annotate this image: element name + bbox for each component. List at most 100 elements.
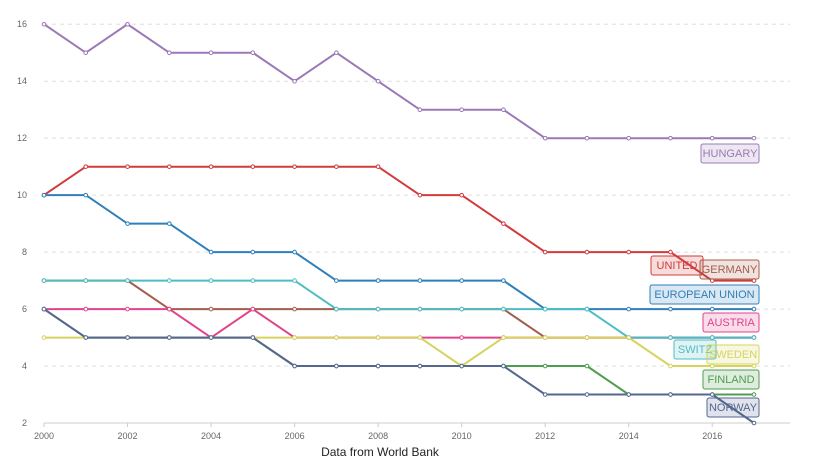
data-point-united-kingdom <box>334 164 339 169</box>
data-point-sweden <box>751 363 757 369</box>
data-point-norway <box>626 392 632 397</box>
data-point-norway <box>668 392 673 397</box>
x-tick-label-2016: 2016 <box>702 431 722 441</box>
data-point-sweden <box>542 335 548 340</box>
data-point-switzerland <box>166 278 172 283</box>
data-point-hungary <box>501 107 506 112</box>
data-point-european-union <box>41 192 47 198</box>
data-point-switzerland <box>375 306 381 312</box>
data-point-germany <box>292 306 297 312</box>
data-point-united-kingdom <box>668 249 673 255</box>
data-point-norway <box>125 335 130 340</box>
data-point-germany <box>208 306 214 312</box>
end-label-austria: AUSTRIA <box>702 312 760 333</box>
data-point-european-union <box>417 278 423 283</box>
data-point-hungary <box>751 135 757 141</box>
end-label-text-european-union: EUROPEAN UNION <box>654 289 754 301</box>
data-point-european-union <box>501 278 506 283</box>
data-point-hungary <box>417 107 423 112</box>
data-point-united-kingdom <box>375 164 381 169</box>
series-line-switzerland <box>44 279 754 339</box>
end-label-norway: NORWAY <box>706 397 760 418</box>
data-point-switzerland <box>709 335 715 340</box>
chart-caption: Data from World Bank <box>321 445 440 459</box>
series-line-norway <box>43 308 755 424</box>
data-point-sweden <box>584 335 590 340</box>
data-point-switzerland <box>751 335 757 340</box>
x-tick-label-2004: 2004 <box>201 431 221 441</box>
data-point-european-union <box>459 278 464 283</box>
end-label-european-union: EUROPEAN UNION <box>649 284 760 305</box>
data-point-european-union <box>626 306 632 312</box>
end-label-text-norway: NORWAY <box>709 402 758 414</box>
y-tick-label-4: 4 <box>22 361 27 371</box>
end-label-box-finland <box>702 369 760 390</box>
series-line-finland <box>43 308 754 396</box>
data-point-hungary <box>459 107 464 112</box>
data-point-united-kingdom <box>250 164 256 169</box>
data-point-norway <box>41 306 47 312</box>
data-point-norway <box>292 363 297 369</box>
data-point-hungary <box>709 135 715 141</box>
data-point-hungary <box>250 50 256 56</box>
data-point-austria <box>459 335 464 340</box>
end-label-hungary: HUNGARY <box>700 143 760 164</box>
data-point-switzerland <box>584 306 590 312</box>
data-point-european-union <box>125 221 130 226</box>
data-point-switzerland <box>334 306 339 312</box>
data-point-hungary <box>668 135 673 141</box>
data-point-european-union <box>83 192 89 198</box>
series-layer <box>41 21 757 426</box>
data-point-european-union <box>334 278 339 283</box>
data-point-united-kingdom <box>501 221 506 226</box>
data-point-switzerland <box>668 335 673 340</box>
data-point-norway <box>250 335 256 340</box>
end-label-text-austria: AUSTRIA <box>707 317 755 329</box>
data-point-united-kingdom <box>417 192 423 198</box>
data-point-united-kingdom <box>166 164 172 169</box>
data-point-sweden <box>292 335 297 340</box>
data-point-austria <box>83 306 89 312</box>
label-layer: HUNGARY UNITED GERMANY EUROPEAN UNION AUSTRI… <box>649 143 760 418</box>
end-label-text-germany: GERMANY <box>702 264 758 276</box>
data-point-norway <box>542 392 548 397</box>
data-point-hungary <box>208 50 214 56</box>
x-tick-label-2010: 2010 <box>452 431 472 441</box>
x-tick-label-2008: 2008 <box>368 431 388 441</box>
data-point-switzerland <box>417 306 423 312</box>
y-tick-label-16: 16 <box>17 19 27 29</box>
data-point-united-kingdom <box>542 249 548 255</box>
y-tick-label-8: 8 <box>22 247 27 257</box>
data-point-united-kingdom <box>626 249 632 255</box>
y-tick-label-14: 14 <box>17 76 27 86</box>
data-point-united-kingdom <box>584 249 590 255</box>
series-line-united-kingdom <box>43 165 754 282</box>
end-label-text-finland: FINLAND <box>707 374 754 386</box>
y-tick-label-6: 6 <box>22 304 27 314</box>
data-point-united-kingdom <box>208 164 214 169</box>
data-point-united-kingdom <box>125 164 130 169</box>
data-point-austria <box>125 306 130 312</box>
data-point-norway <box>709 392 715 397</box>
data-point-norway <box>501 363 506 369</box>
data-point-hungary <box>125 21 130 27</box>
end-label-finland: FINLAND <box>702 369 760 390</box>
series-line-hungary <box>43 23 754 140</box>
series-line-european-union <box>44 194 754 311</box>
data-point-switzerland <box>125 278 130 283</box>
end-label-box-european-union <box>649 284 760 305</box>
data-point-sweden <box>375 335 381 340</box>
x-tick-label-2012: 2012 <box>535 431 555 441</box>
y-tick-label-10: 10 <box>17 190 27 200</box>
end-label-text-sweden: SWEDEN <box>709 349 757 361</box>
end-label-box-hungary <box>700 143 760 164</box>
data-point-hungary <box>626 135 632 141</box>
data-point-norway <box>459 363 464 369</box>
data-point-switzerland <box>459 306 464 312</box>
data-point-hungary <box>542 135 548 141</box>
data-point-european-union <box>166 221 172 226</box>
end-label-box-sweden <box>706 344 760 365</box>
end-label-box-germany <box>699 259 760 280</box>
